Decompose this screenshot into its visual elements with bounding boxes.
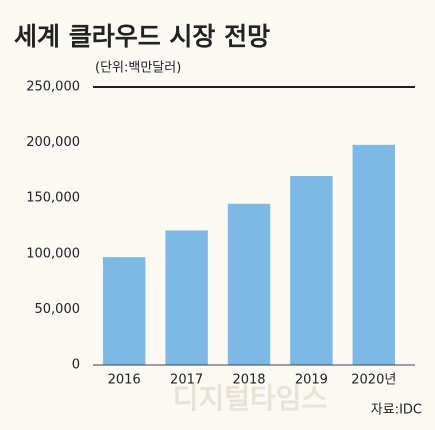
y-tick-label: 200,000 [26, 135, 80, 150]
y-tick-label: 250,000 [26, 80, 80, 95]
y-tick-label: 0 [72, 358, 80, 373]
chart-title: 세계 클라우드 시장 전망 [14, 22, 270, 51]
source: 자료:IDC [371, 403, 422, 418]
y-tick-label: 100,000 [26, 246, 80, 261]
chart-subtitle: (단위:백만달러) [95, 61, 181, 76]
bar [165, 230, 208, 365]
bar [352, 144, 396, 365]
x-tick-label: 2020년 [351, 373, 396, 388]
y-tick-label: 150,000 [26, 191, 80, 206]
watermark: 디지털타임스 [173, 382, 328, 415]
x-tick-label: 2018 [232, 373, 265, 388]
bar [227, 203, 271, 365]
x-tick-label: 2016 [108, 373, 141, 388]
x-tick-label: 2019 [295, 373, 328, 388]
bar [102, 257, 146, 365]
x-tick-label: 2017 [170, 373, 203, 388]
bar [290, 175, 333, 365]
y-tick-label: 50,000 [35, 302, 81, 317]
